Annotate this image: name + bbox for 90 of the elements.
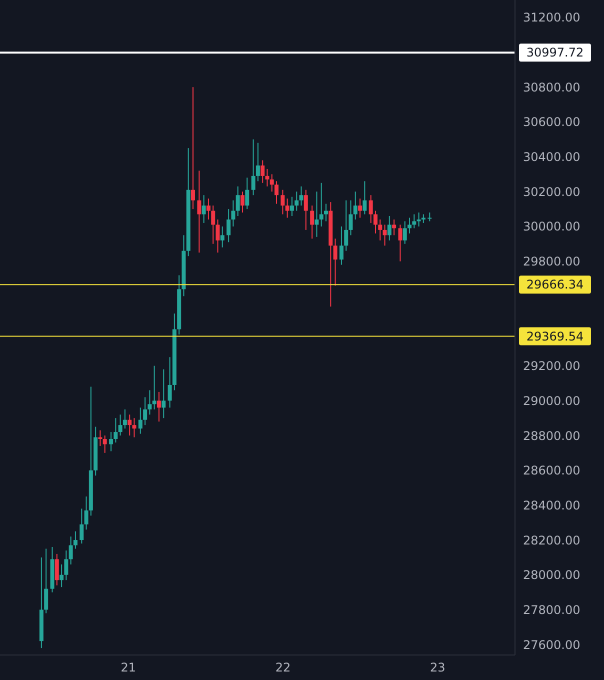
candlestick bbox=[387, 216, 392, 241]
candlestick bbox=[260, 160, 265, 184]
candlestick bbox=[353, 191, 358, 220]
candlestick bbox=[197, 170, 202, 254]
candlestick bbox=[368, 194, 373, 224]
candlestick bbox=[304, 189, 308, 230]
candlestick bbox=[333, 238, 338, 286]
candlestick bbox=[148, 390, 152, 416]
candlestick bbox=[191, 86, 195, 210]
y-tick-label: 28800.00 bbox=[523, 428, 580, 443]
candlestick bbox=[378, 218, 382, 241]
candlestick bbox=[98, 430, 102, 446]
y-tick-label: 27600.00 bbox=[523, 638, 580, 652]
candlestick bbox=[206, 198, 210, 220]
candlestick bbox=[373, 210, 378, 234]
candlestick bbox=[128, 414, 132, 436]
candlestick bbox=[280, 189, 285, 215]
candlestick bbox=[310, 205, 314, 240]
x-tick-label: 23 bbox=[430, 660, 446, 675]
candlestick bbox=[168, 356, 172, 408]
candlestick bbox=[102, 435, 107, 454]
candlestick bbox=[54, 553, 59, 586]
y-tick-label: 29200.00 bbox=[523, 359, 580, 374]
ref-line-label: 29666.34 bbox=[526, 278, 584, 292]
x-tick-label: 22 bbox=[275, 660, 291, 675]
candlestick bbox=[156, 391, 161, 422]
y-tick-label: 28000.00 bbox=[523, 568, 580, 582]
candlestick bbox=[236, 186, 240, 217]
candlestick bbox=[382, 224, 387, 246]
candlestick bbox=[152, 365, 156, 410]
candlestick bbox=[216, 218, 220, 254]
y-tick-label: 30800.00 bbox=[523, 80, 580, 94]
candlestick bbox=[143, 396, 148, 426]
candlestick bbox=[138, 407, 142, 434]
candlestick bbox=[274, 180, 279, 204]
candlestick bbox=[324, 203, 328, 222]
candlestick bbox=[299, 186, 304, 206]
candlestick bbox=[314, 191, 319, 238]
candlestick bbox=[211, 205, 216, 244]
candlestick bbox=[344, 200, 348, 252]
candlestick bbox=[245, 177, 250, 210]
candlestick bbox=[265, 168, 270, 187]
candlestick bbox=[256, 142, 260, 182]
candlestick bbox=[270, 174, 274, 192]
candlestick bbox=[114, 418, 118, 443]
y-tick-label: 31200.00 bbox=[523, 10, 580, 25]
candlestick bbox=[290, 196, 294, 217]
candlestick bbox=[226, 208, 231, 243]
candlestick bbox=[73, 530, 78, 550]
candlestick bbox=[118, 414, 122, 436]
candlestick bbox=[202, 194, 206, 224]
candlestick bbox=[319, 182, 324, 227]
candlestick bbox=[412, 214, 416, 229]
candlestick bbox=[162, 368, 166, 419]
candlestick bbox=[231, 200, 236, 227]
y-tick-label: 29800.00 bbox=[523, 254, 580, 269]
candlestick bbox=[84, 496, 88, 530]
candlestick bbox=[68, 536, 73, 565]
candlestick bbox=[132, 418, 136, 438]
y-tick-label: 30200.00 bbox=[523, 184, 580, 199]
y-tick-label: 30400.00 bbox=[523, 150, 580, 164]
candlestick bbox=[80, 508, 84, 544]
candlestick bbox=[339, 226, 344, 266]
y-tick-label: 28600.00 bbox=[523, 464, 580, 478]
candlestick bbox=[348, 200, 353, 236]
candlestick bbox=[64, 550, 68, 581]
candlestick bbox=[362, 180, 367, 215]
candlestick bbox=[402, 220, 407, 244]
candlestick bbox=[240, 191, 244, 214]
ref-line-label: 29369.54 bbox=[526, 329, 584, 344]
candlestick bbox=[358, 198, 362, 218]
y-tick-label: 28400.00 bbox=[523, 498, 580, 512]
candlestick bbox=[398, 224, 402, 262]
y-tick-label: 30000.00 bbox=[523, 220, 580, 234]
candlestick bbox=[122, 408, 127, 430]
candlestick bbox=[44, 548, 48, 614]
candlestick bbox=[251, 138, 256, 196]
candlestick bbox=[109, 432, 114, 452]
candlestick bbox=[408, 217, 412, 234]
candlestick bbox=[392, 218, 396, 236]
y-tick-label: 27800.00 bbox=[523, 602, 580, 617]
y-tick-label: 30600.00 bbox=[523, 115, 580, 130]
candlestick bbox=[294, 191, 299, 212]
y-tick-label: 29000.00 bbox=[523, 394, 580, 408]
ref-line-label: 30997.72 bbox=[526, 46, 584, 60]
y-tick-label: 28200.00 bbox=[523, 533, 580, 548]
candlestick bbox=[60, 564, 64, 588]
candlestick bbox=[220, 226, 224, 248]
x-tick-label: 21 bbox=[120, 660, 136, 675]
candlestick bbox=[285, 198, 290, 218]
